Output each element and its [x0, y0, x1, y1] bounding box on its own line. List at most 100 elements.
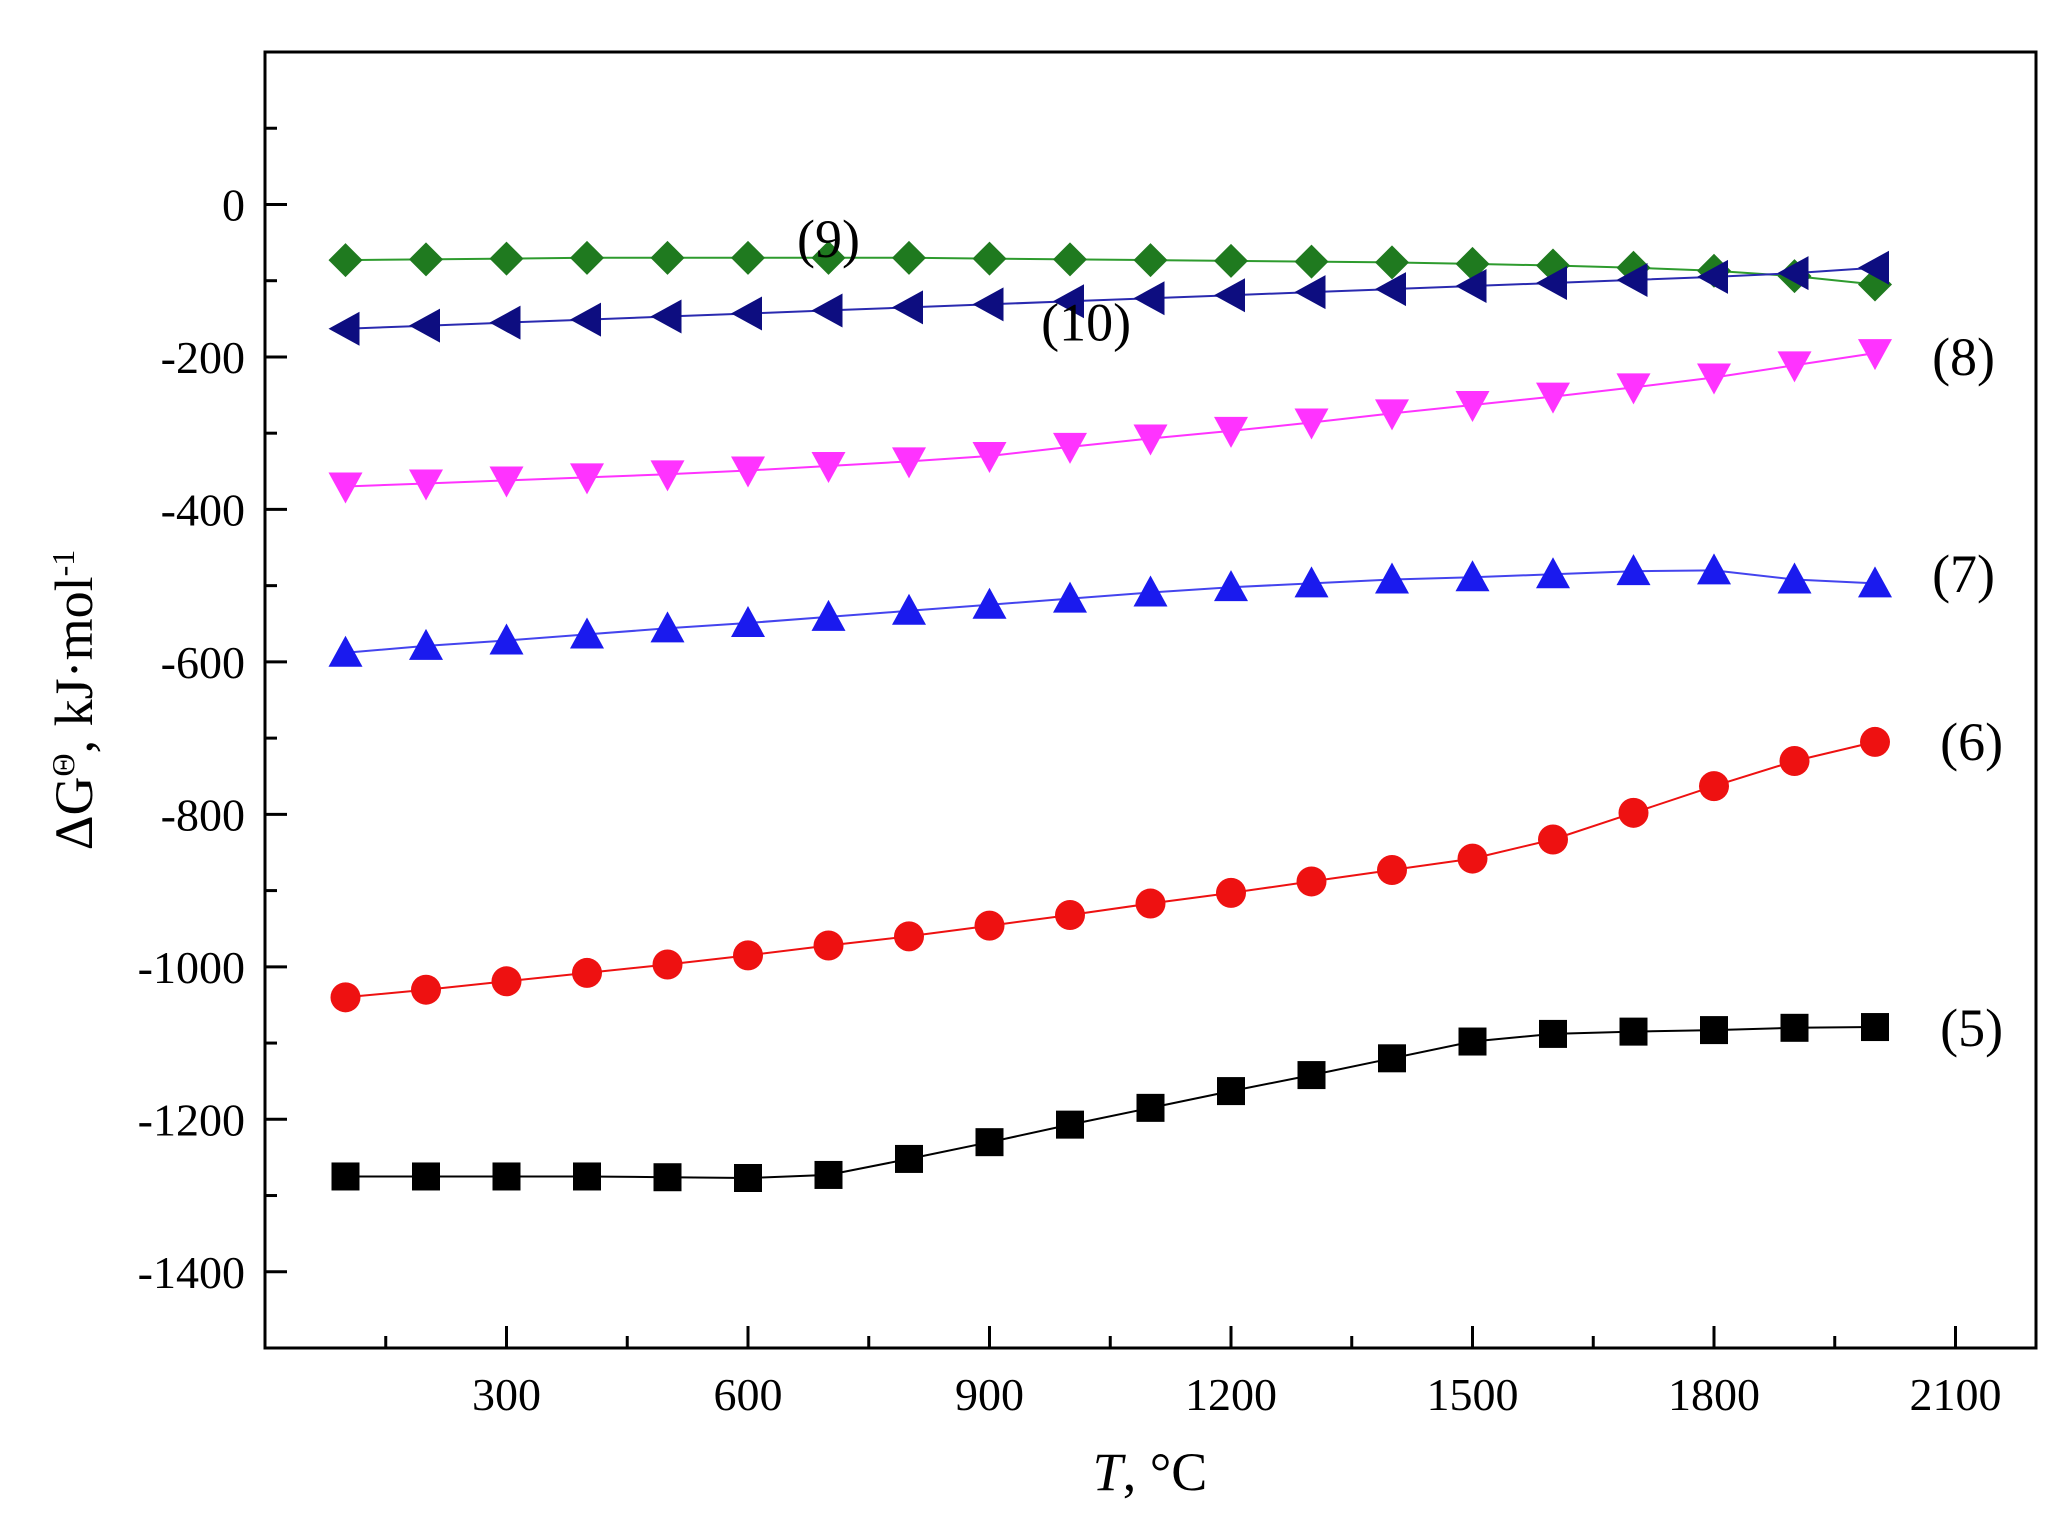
- data-point: [975, 1128, 1004, 1157]
- data-point: [1616, 262, 1648, 297]
- data-point: [813, 930, 844, 961]
- data-point: [1699, 771, 1729, 802]
- data-point: [1135, 888, 1166, 919]
- data-point: [1697, 259, 1728, 294]
- data-point: [409, 469, 443, 501]
- data-point: [892, 290, 923, 325]
- data-point: [1133, 424, 1168, 456]
- data-point: [412, 1162, 440, 1191]
- data-point: [489, 305, 521, 340]
- data-point: [328, 243, 363, 278]
- axis-tick-labels: 300 600 900 1200 1500 1800 2100 0 -200 -400 -600 -8…: [138, 179, 2002, 1420]
- y-tick-label: -1000: [138, 942, 245, 993]
- y-axis-title-unit: , kJ·mol: [44, 576, 104, 753]
- y-tick-label: -400: [161, 484, 245, 535]
- data-point: [894, 921, 924, 952]
- data-point: [1136, 1093, 1165, 1122]
- series-label: (9): [797, 209, 860, 269]
- x-tick-label: 300: [472, 1369, 541, 1420]
- data-point: [1458, 1027, 1487, 1056]
- series-label: (6): [1940, 712, 2003, 772]
- data-point: [1861, 1013, 1889, 1042]
- data-point: [1297, 1061, 1326, 1090]
- y-tick-label: -1200: [138, 1094, 245, 1145]
- y-tick-label: -800: [161, 789, 245, 840]
- data-point: [1455, 269, 1487, 304]
- data-point: [1780, 1013, 1809, 1042]
- data-point: [1217, 1077, 1245, 1106]
- data-point: [1619, 1017, 1648, 1046]
- data-point: [1378, 1044, 1406, 1073]
- series-label: (10): [1041, 293, 1131, 353]
- data-point: [570, 463, 604, 495]
- y-tick-label: -600: [161, 637, 245, 688]
- series-line: [345, 569, 1876, 654]
- data-point: [1697, 363, 1731, 395]
- data-point: [1860, 726, 1890, 757]
- data-point: [328, 311, 360, 346]
- data-point: [1777, 351, 1812, 383]
- data-point: [489, 466, 524, 498]
- data-point: [331, 1162, 360, 1191]
- data-point: [1779, 745, 1810, 776]
- data-point: [572, 957, 602, 988]
- data-point: [731, 456, 765, 488]
- data-point: [892, 240, 926, 275]
- data-point: [1616, 554, 1651, 586]
- plot-frame: [263, 50, 2038, 1350]
- data-point: [570, 617, 604, 649]
- data-point: [972, 442, 1007, 474]
- data-point: [570, 240, 604, 275]
- data-point: [650, 460, 685, 492]
- data-point: [1536, 382, 1570, 414]
- data-point: [1053, 284, 1084, 319]
- data-point: [1296, 866, 1327, 897]
- data-point: [489, 623, 524, 655]
- data-point: [650, 611, 685, 643]
- data-point: [1214, 570, 1248, 602]
- data-point: [1133, 575, 1168, 607]
- data-point: [1053, 581, 1087, 613]
- data-point: [734, 1163, 762, 1192]
- axis-ticks: [265, 126, 1957, 1350]
- data-point: [1377, 855, 1407, 886]
- data-point: [492, 1162, 521, 1191]
- data-point: [974, 910, 1005, 941]
- data-point: [409, 308, 440, 343]
- x-axis-title-unit: , °C: [1123, 1442, 1208, 1502]
- data-point: [1055, 899, 1085, 930]
- data-point: [733, 940, 763, 971]
- x-tick-label: 600: [714, 1369, 783, 1420]
- y-axis-title: ΔGΘ, kJ·mol-1: [44, 550, 104, 851]
- data-point: [731, 296, 762, 331]
- x-tick-label: 2100: [1910, 1369, 2002, 1420]
- data-point: [811, 240, 846, 275]
- series-line: [345, 352, 1876, 488]
- data-point: [1536, 557, 1570, 589]
- data-point: [328, 472, 363, 504]
- data-point: [573, 1162, 601, 1191]
- data-point: [814, 1160, 843, 1189]
- data-point: [1053, 432, 1087, 464]
- y-axis-title-sup: Θ: [45, 753, 81, 776]
- data-point: [1294, 408, 1329, 440]
- data-point: [409, 242, 443, 277]
- y-tick-label: -200: [161, 332, 245, 383]
- data-point: [411, 974, 441, 1005]
- data-point: [1216, 877, 1246, 908]
- data-point: [1455, 390, 1490, 422]
- data-point: [489, 241, 524, 276]
- y-axis-title-unit-sup: -1: [45, 550, 81, 577]
- data-point: [1700, 1016, 1728, 1045]
- data-point: [731, 240, 765, 275]
- x-tick-label: 1200: [1185, 1369, 1277, 1420]
- data-point: [1214, 416, 1248, 448]
- data-point: [1133, 243, 1168, 278]
- data-point: [1375, 562, 1409, 594]
- data-point: [1294, 275, 1326, 310]
- series-label: (8): [1932, 327, 1995, 387]
- data-point: [1133, 281, 1165, 316]
